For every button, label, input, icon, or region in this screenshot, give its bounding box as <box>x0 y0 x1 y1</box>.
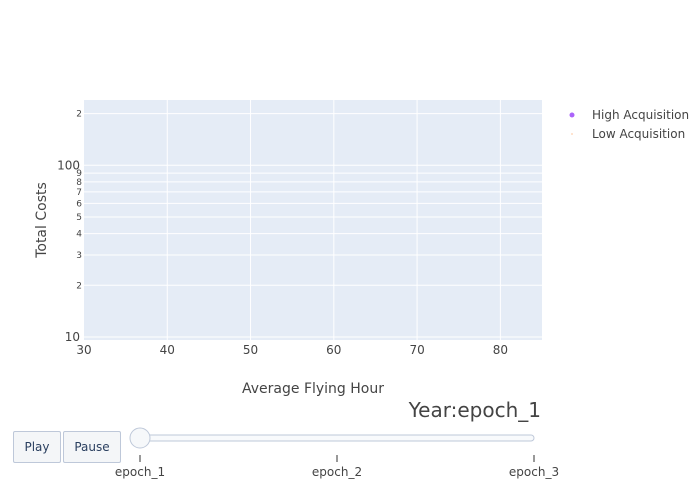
legend-item[interactable]: Low Acquisition <box>571 127 685 141</box>
plot-background <box>84 100 542 340</box>
x-tick-label: 40 <box>160 343 175 357</box>
slider-step-label[interactable]: epoch_1 <box>115 465 165 479</box>
x-tick-label: 70 <box>409 343 424 357</box>
legend-item[interactable]: High Acquisition <box>569 108 690 122</box>
x-axis-title: Average Flying Hour <box>242 381 384 397</box>
y-tick-label: 10 <box>65 330 80 344</box>
y-minor-tick-label: 2 <box>76 110 82 120</box>
slider-rail[interactable] <box>139 434 535 442</box>
y-minor-tick-label: 4 <box>76 230 82 240</box>
pause-button[interactable]: Pause <box>63 431 121 463</box>
x-axis-ticks: 30 40 50 60 70 80 <box>76 343 508 357</box>
legend-marker <box>571 133 573 135</box>
y-minor-tick-label: 5 <box>76 213 82 223</box>
y-minor-tick-label: 3 <box>76 251 82 261</box>
slider-step-label[interactable]: epoch_3 <box>509 465 559 479</box>
y-minor-tick-label: 9 <box>76 169 82 179</box>
y-axis-title: Total Costs <box>34 182 50 259</box>
slider[interactable]: epoch_1 epoch_2 epoch_3 <box>115 427 559 479</box>
legend-marker <box>569 112 575 118</box>
slider-steps[interactable]: epoch_1 epoch_2 epoch_3 <box>115 455 559 479</box>
x-tick-label: 30 <box>76 343 91 357</box>
x-tick-label: 60 <box>326 343 341 357</box>
y-minor-tick-label: 8 <box>76 178 82 188</box>
y-minor-tick-label: 2 <box>76 281 82 291</box>
y-tick-label: 100 <box>57 158 80 172</box>
legend-label: Low Acquisition <box>592 127 685 141</box>
play-button[interactable]: Play <box>13 431 61 463</box>
current-frame-label: Year:epoch_1 <box>408 398 541 422</box>
x-tick-label: 50 <box>243 343 258 357</box>
legend[interactable]: High Acquisition Low Acquisition <box>569 108 690 141</box>
y-minor-tick-label: 7 <box>76 188 82 198</box>
slider-handle[interactable] <box>129 427 151 449</box>
y-minor-tick-label: 6 <box>76 199 82 209</box>
x-tick-label: 80 <box>493 343 508 357</box>
legend-label: High Acquisition <box>592 108 689 122</box>
grid <box>84 100 542 458</box>
slider-step-label[interactable]: epoch_2 <box>312 465 362 479</box>
